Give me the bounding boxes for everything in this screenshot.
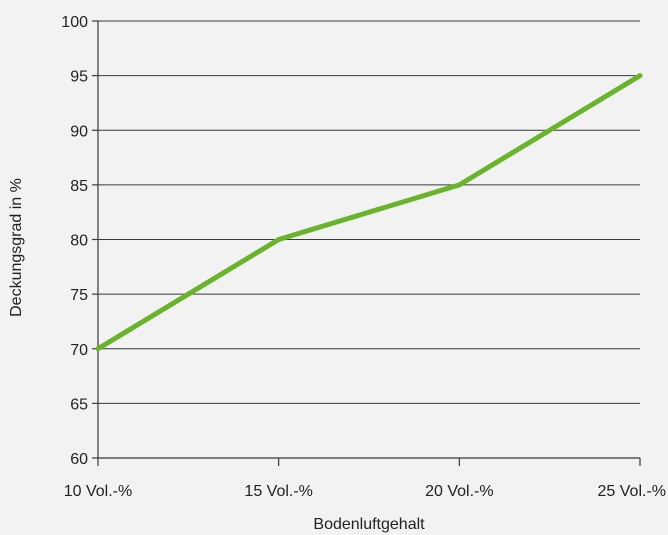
y-axis-title: Deckungsgrad in % [8, 178, 25, 317]
y-tick-label: 95 [70, 69, 88, 86]
series [95, 73, 643, 352]
x-tick-label: 20 Vol.-% [425, 483, 493, 500]
x-tick-label: 15 Vol.-% [244, 483, 312, 500]
y-tick-label: 65 [70, 396, 88, 413]
y-tick-label: 80 [70, 233, 88, 250]
x-tick-label: 10 Vol.-% [64, 483, 132, 500]
data-point [637, 73, 643, 79]
data-point [456, 182, 462, 188]
y-tick-label: 70 [70, 342, 88, 359]
y-tick-label: 60 [70, 451, 88, 468]
x-tick-label: 25 Vol.-% [598, 483, 666, 500]
y-tick-label: 90 [70, 123, 88, 140]
y-tick-label: 100 [61, 14, 88, 31]
x-axis-title: Bodenluftgehalt [313, 516, 425, 533]
data-point [276, 237, 282, 242]
data-point [95, 346, 101, 352]
y-tick-label: 85 [70, 178, 88, 195]
y-tick-label: 75 [70, 287, 88, 304]
series-line [95, 73, 643, 352]
axes [92, 20, 641, 466]
tick-labels: 60 65 70 75 80 85 90 95 100 10 Vol.-% 15 Vol.-% 20 … [61, 14, 666, 500]
